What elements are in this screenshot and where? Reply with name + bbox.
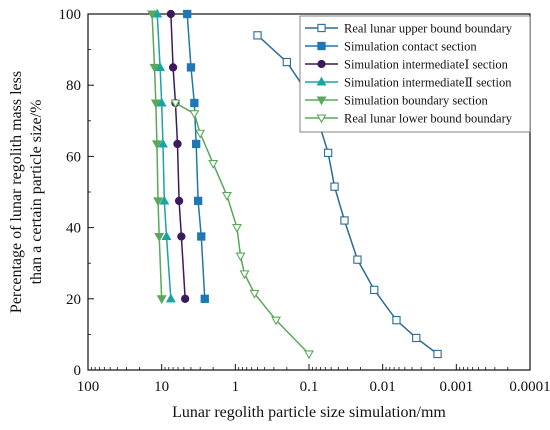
data-point [330, 182, 339, 191]
x-tick-label: 0.0001 [509, 379, 550, 395]
data-point [186, 63, 196, 72]
data-point [180, 294, 190, 303]
y-axis-label-line-2: than a certain particle size/% [28, 100, 45, 285]
legend-entry: Simulation intermediateⅠ section [305, 58, 509, 72]
data-point [370, 285, 379, 295]
y-tick-label: 80 [66, 78, 81, 94]
data-point [433, 349, 442, 359]
plot-series [147, 8, 442, 360]
data-point [323, 148, 333, 157]
axes: 100 10 1 0.1 0.01 0.001 0.0001 0 20 40 60 80 100 [59, 7, 550, 395]
data-point [208, 159, 219, 169]
x-tick-label: 1 [232, 379, 240, 395]
data-point [166, 9, 176, 19]
legend-marker [316, 96, 327, 106]
legend-label: Simulation intermediateⅠ section [344, 58, 509, 72]
legend-entry: Real lunar lower bound boundary [305, 112, 513, 126]
data-point [235, 252, 246, 262]
series-2 [183, 9, 209, 303]
x-tick-label: 100 [77, 379, 100, 395]
data-point [177, 232, 186, 241]
legend-label: Simulation intermediateⅡ section [344, 76, 512, 90]
data-point [353, 255, 362, 264]
y-tick-label: 60 [66, 149, 81, 165]
y-tick-label: 20 [66, 292, 81, 308]
data-point [159, 195, 170, 205]
data-point [150, 99, 161, 109]
legend-marker [316, 114, 327, 124]
legend-label: Simulation boundary section [344, 94, 488, 108]
legend-entry: Simulation boundary section [305, 94, 488, 108]
x-axis-label: Lunar regolith particle size simulation/… [172, 404, 446, 421]
legend-marker [316, 76, 327, 86]
legend-label: Simulation contact section [344, 40, 477, 54]
data-point [153, 197, 163, 207]
legend-label: Real lunar lower bound boundary [344, 112, 513, 126]
data-point [156, 295, 167, 305]
y-tick-label: 100 [59, 7, 82, 23]
x-tick-label: 0.01 [370, 379, 396, 395]
series-5 [147, 10, 167, 305]
data-point [239, 270, 250, 280]
series-3 [166, 9, 190, 303]
x-tick-label: 0.001 [439, 379, 473, 395]
legend-label: Real lunar upper bound boundary [344, 22, 513, 36]
legend-marker [317, 23, 326, 33]
data-point [232, 224, 242, 233]
data-point [282, 57, 291, 67]
data-point [412, 333, 421, 343]
data-point [168, 63, 178, 72]
data-point [149, 63, 160, 73]
data-point [158, 138, 168, 148]
data-point [197, 232, 206, 241]
data-point [165, 293, 176, 303]
series-4 [152, 8, 176, 303]
legend-entry: Simulation contact section [305, 40, 477, 54]
data-point [271, 316, 281, 326]
series-6 [170, 99, 314, 360]
data-point [340, 216, 349, 225]
data-point [156, 97, 167, 107]
y-tick-label: 0 [74, 363, 82, 379]
data-point [161, 231, 172, 241]
data-point [190, 98, 199, 108]
data-point [155, 62, 166, 71]
legend: Real lunar upper bound boundary Simulatio… [299, 15, 531, 133]
data-point [392, 316, 401, 325]
data-point [253, 31, 262, 40]
data-point [170, 99, 181, 109]
data-point [249, 289, 260, 299]
x-tick-label: 10 [154, 379, 169, 395]
x-tick-label: 0.1 [300, 379, 319, 395]
data-point [183, 9, 192, 19]
series-line [186, 13, 206, 299]
legend-marker [317, 59, 326, 69]
data-point [174, 196, 184, 206]
data-point [193, 196, 203, 206]
legend-entry: Real lunar upper bound boundary [305, 22, 513, 36]
data-point [147, 10, 158, 20]
data-point [173, 139, 182, 149]
series-line [170, 13, 186, 299]
legend-entry: Simulation intermediateⅡ section [305, 76, 512, 90]
data-point [200, 294, 209, 303]
data-point [151, 140, 162, 150]
data-point [222, 192, 232, 201]
data-point [304, 350, 314, 360]
data-point [154, 232, 165, 242]
legend-box [299, 15, 531, 133]
y-tick-label: 40 [66, 221, 81, 237]
data-point [189, 110, 200, 120]
data-point [195, 129, 206, 139]
y-axis-label-line-1: Percentage of lunar regolith mass less [8, 71, 25, 313]
data-point [192, 139, 201, 149]
legend-marker [317, 41, 326, 51]
